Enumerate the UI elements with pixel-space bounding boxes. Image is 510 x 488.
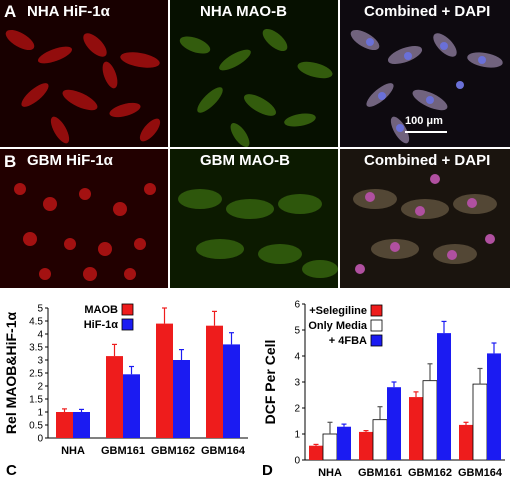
y-tick-label: 1 [294,430,300,441]
x-tick-label: NHA [318,467,342,479]
bar-only-media [322,433,338,461]
y-tick-label: 2.5 [29,369,43,380]
chart-d-svg: DCF Per Cell 0 1 2 3 4 5 6 NHA GBM161 GBM162 GBM164… [262,300,505,479]
label-gbm-combined: Combined + DAPI [364,152,491,169]
bar-only-media [472,383,488,461]
chart-d: DCF Per Cell 0 1 2 3 4 5 6 NHA GBM161 GBM162 GBM164… [257,290,510,483]
legend-label: +Selegiline [309,305,367,317]
bar--4fba [487,353,501,460]
bar--selegiline [459,424,473,460]
micro-nha-combined [340,0,510,147]
bar-hif-1- [73,412,90,438]
y-tick-label: 6 [294,300,300,311]
y-tick-label: 2 [294,404,300,415]
label-nha-hif: NHA HiF-1α [27,3,110,20]
legend-swatch [370,304,383,317]
y-tick-label: 2 [37,382,43,393]
panel-letter-c: C [6,462,17,479]
micrograph-nha-hif-image [0,0,168,147]
x-tick-label: GBM164 [201,445,246,457]
label-nha-maob: NHA MAO-B [200,3,287,20]
legend-swatch [121,318,134,331]
y-tick-label: 1.5 [29,395,43,406]
y-axis-label: Rel MAOB&HiF-1α [3,312,19,435]
bar-hif-1- [223,344,240,438]
legend-swatch [121,303,134,316]
scale-bar [405,131,447,133]
bar-hif-1- [173,360,190,438]
micro-nha-maob [170,0,338,147]
micro-gbm-combined [340,149,510,288]
bar-maob [56,412,73,438]
y-tick-label: 0.5 [29,421,43,432]
legend-label: MAOB [84,304,118,316]
panel-letter-b: B [4,152,17,171]
micrograph-nha-combined-image [340,0,510,147]
y-axis-label: DCF Per Cell [262,340,278,425]
chart-c-svg: Rel MAOB&HiF-1α 0 0.5 1 1.5 2 2.5 3 3.5 4 4.5 5 NHA G… [3,303,248,457]
panel-letter-a: A [4,2,17,21]
scale-bar-label: 100 μm [405,115,443,127]
chart-c: Rel MAOB&HiF-1α 0 0.5 1 1.5 2 2.5 3 3.5 4 4.5 5 NHA G… [0,290,253,483]
micrograph-gbm-combined-image [340,149,510,288]
micro-gbm-hif [0,149,168,288]
micro-nha-hif [0,0,168,147]
label-nha-combined: Combined + DAPI [364,3,491,20]
legend-label: HiF-1α [84,319,119,331]
x-tick-label: GBM164 [458,467,503,479]
y-tick-label: 3 [37,356,43,367]
y-tick-label: 4 [294,352,300,363]
x-tick-label: NHA [61,445,85,457]
legend-label: Only Media [308,320,368,332]
y-tick-label: 0 [294,456,300,467]
bar-maob [156,323,173,438]
micro-gbm-maob [170,149,338,288]
x-tick-label: GBM161 [101,445,145,457]
bar--4fba [387,387,401,460]
y-tick-label: 3.5 [29,343,43,354]
micrograph-gbm-hif-image [0,149,168,288]
legend-label: + 4FBA [329,335,367,347]
y-tick-label: 3 [294,378,300,389]
bar--selegiline [309,445,323,460]
bar-only-media [372,419,388,461]
bar-hif-1- [123,374,140,438]
x-tick-label: GBM162 [151,445,195,457]
x-tick-label: GBM161 [358,467,402,479]
label-gbm-maob: GBM MAO-B [200,152,290,169]
micrograph-gbm-maob-image [170,149,338,288]
bar-maob [206,325,223,438]
bar--4fba [437,333,451,460]
legend-swatch [370,319,383,332]
label-gbm-hif: GBM HiF-1α [27,152,113,169]
bar-only-media [422,380,438,461]
bar-maob [106,356,123,438]
bar--selegiline [359,431,373,460]
y-tick-label: 5 [37,304,43,315]
x-tick-label: GBM162 [408,467,452,479]
y-tick-label: 4.5 [29,317,43,328]
y-tick-label: 5 [294,326,300,337]
y-tick-label: 0 [37,434,43,445]
y-tick-label: 4 [37,330,43,341]
legend-swatch [370,334,383,347]
y-tick-label: 1 [37,408,43,419]
panel-letter-d: D [262,462,273,479]
bar--selegiline [409,397,423,460]
bar--4fba [337,426,351,460]
micrograph-nha-maob-image [170,0,338,147]
